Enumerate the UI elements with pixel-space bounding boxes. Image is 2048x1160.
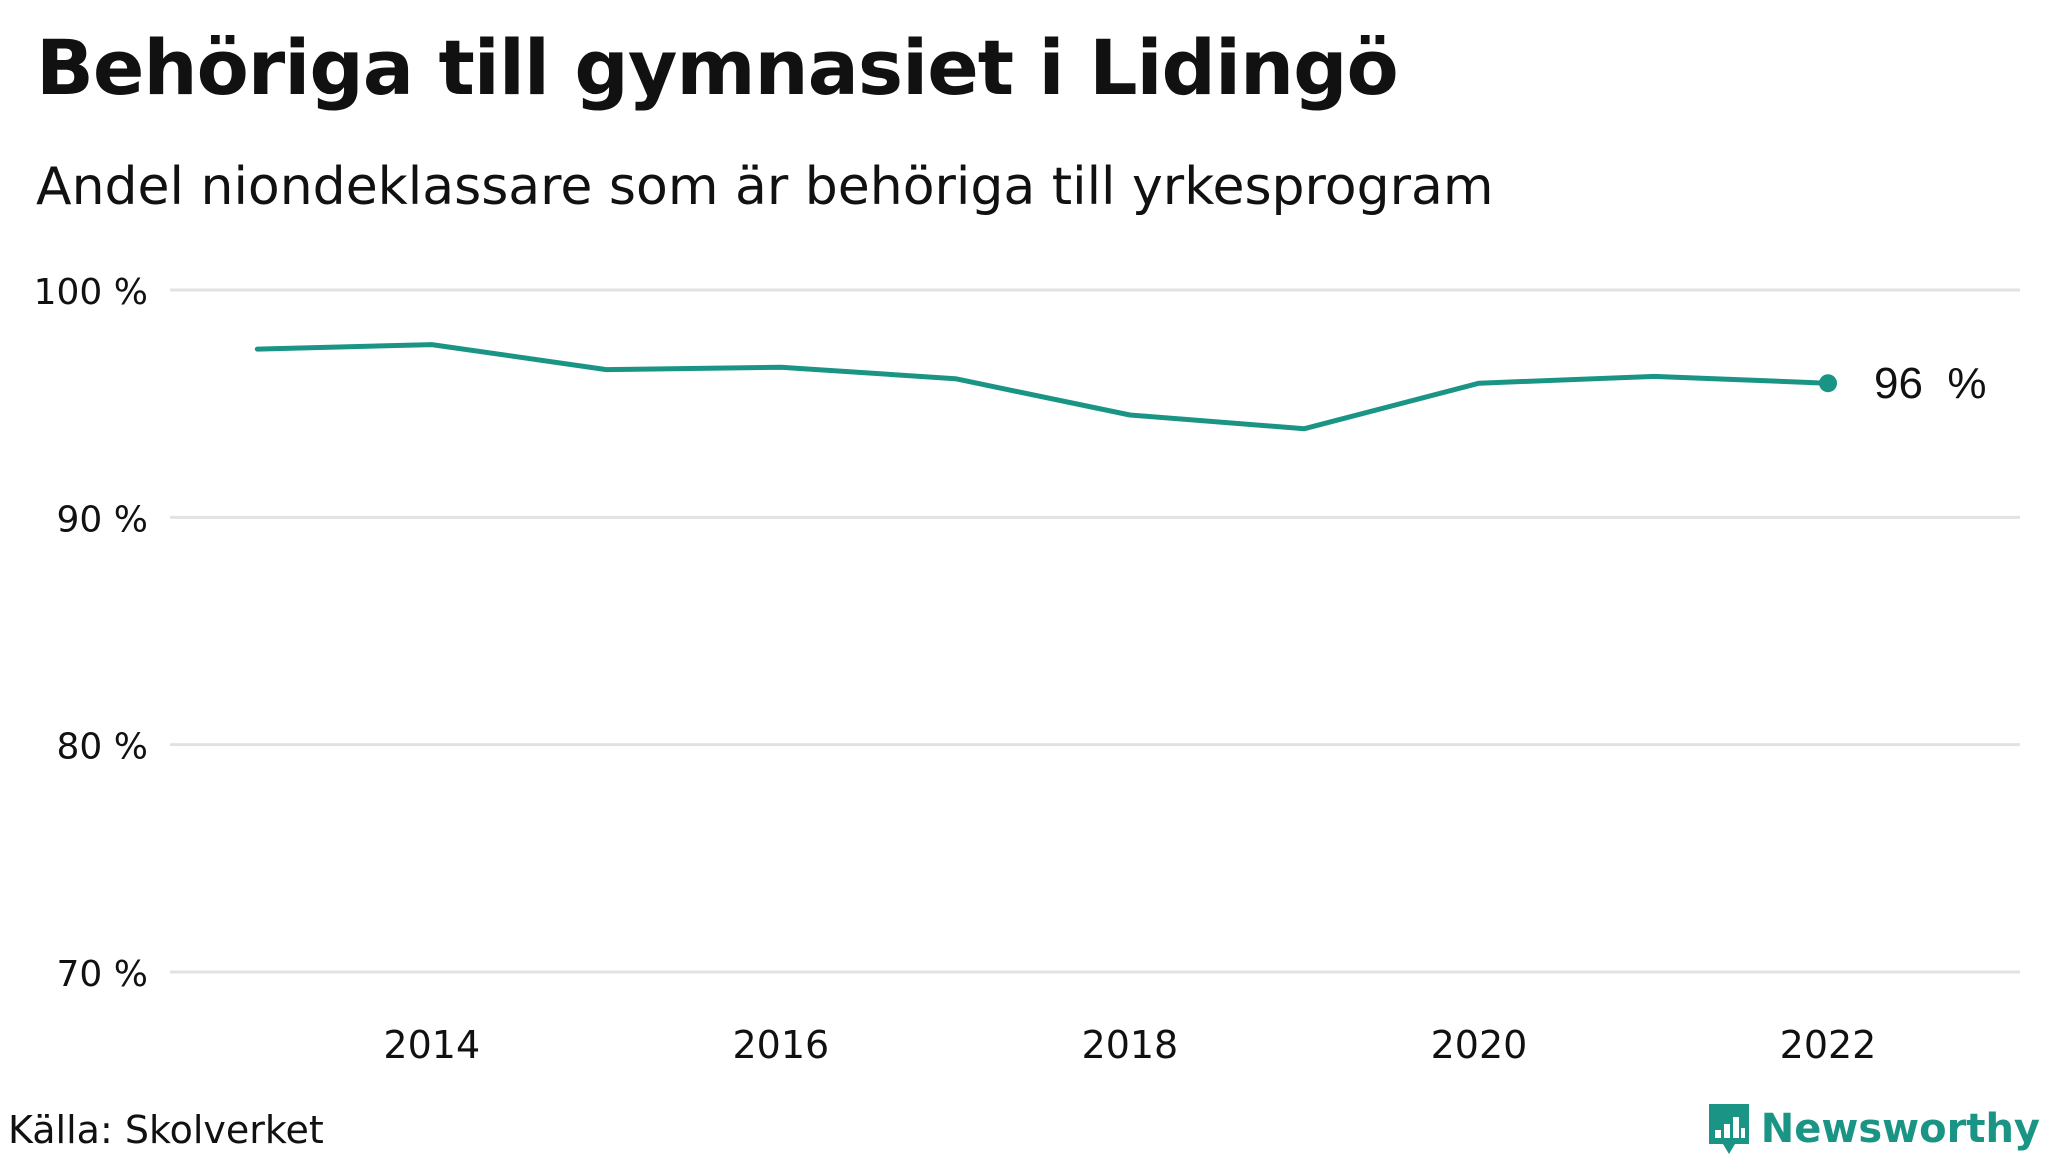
x-tick-label: 2016 [732, 1023, 829, 1067]
y-tick-label: 70 % [57, 954, 148, 995]
y-tick-label: 80 % [57, 727, 148, 768]
x-tick-label: 2022 [1780, 1023, 1877, 1067]
chart-subtitle: Andel niondeklassare som är behöriga til… [36, 157, 1494, 217]
x-tick-label: 2018 [1082, 1023, 1179, 1067]
newsworthy-logo-icon [1708, 1104, 1749, 1154]
x-tick-label: 2020 [1431, 1023, 1528, 1067]
x-tick-label: 2014 [383, 1023, 480, 1067]
line-chart: 100 % 90 % 80 % 70 % 2014 2016 2018 2020 2022 96 … [34, 272, 2020, 1067]
brand-logo[interactable]: Newsworthy [1705, 1098, 2040, 1160]
y-tick-label: 90 % [57, 499, 148, 540]
brand-name: Newsworthy [1760, 1106, 2040, 1152]
source-note: Källa: Skolverket [8, 1108, 324, 1152]
series-line [254, 342, 1831, 432]
end-value-label: 96 % [1874, 359, 1987, 408]
end-point [1819, 374, 1838, 393]
chart-title: Behöriga till gymnasiet i Lidingö [36, 23, 1399, 112]
y-tick-label: 100 % [34, 272, 148, 313]
